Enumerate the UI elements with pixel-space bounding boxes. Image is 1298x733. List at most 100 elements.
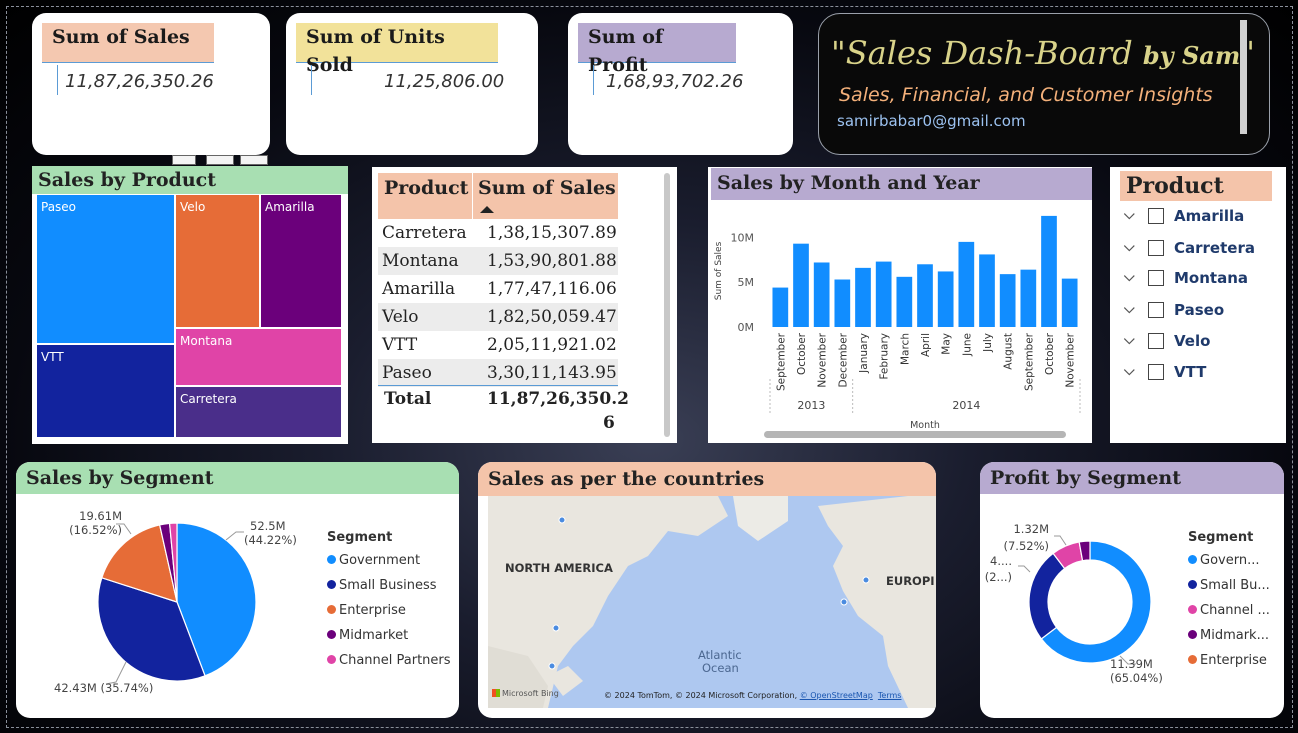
- sales-segment-pie[interactable]: 52.5M(44.22%) 42.43M (35.74%) 19.61M(16.52…: [16, 462, 459, 718]
- bar-9[interactable]: [958, 241, 975, 327]
- slice-0[interactable]: [176, 522, 257, 677]
- x-tick-label: August: [1003, 333, 1015, 370]
- month-bar-chart[interactable]: Sum of Sales 0M 5M 10M September October Novem…: [708, 167, 1092, 443]
- sales-by-month-visual[interactable]: Sales by Month and Year Sum of Sales 0M 5M…: [708, 167, 1092, 443]
- slice-4[interactable]: [168, 522, 178, 603]
- treemap-tile-montana[interactable]: Montana: [175, 328, 342, 386]
- legend-dot-icon: [1188, 655, 1197, 664]
- bar-0[interactable]: [772, 287, 789, 327]
- legend-item[interactable]: Small Bu...: [1188, 578, 1270, 593]
- product-slicer[interactable]: Product ⌵ Amarilla ⌵ Carretera ⌵ Montana ⌵ Pase…: [1110, 167, 1286, 443]
- slice-1[interactable]: [97, 577, 206, 682]
- checkbox[interactable]: [1148, 333, 1164, 349]
- table-header-product[interactable]: Product: [384, 177, 469, 199]
- more-options-icon[interactable]: [240, 155, 268, 165]
- bar-2[interactable]: [813, 262, 830, 327]
- kpi-card-units[interactable]: Sum of Units Sold 11,25,806.00: [286, 13, 538, 155]
- focus-mode-icon[interactable]: [206, 155, 234, 165]
- table-row[interactable]: Montana 1,53,90,801.88: [378, 247, 618, 275]
- chevron-down-icon[interactable]: ⌵: [1124, 207, 1135, 223]
- x-tick-label: July: [982, 333, 994, 353]
- table-row[interactable]: Velo 1,82,50,059.47: [378, 303, 618, 331]
- legend-dot-icon: [327, 630, 336, 639]
- legend-title: Segment: [327, 530, 393, 545]
- legend-item[interactable]: Govern...: [1188, 553, 1259, 568]
- legend-item[interactable]: Channel Partners: [327, 653, 451, 668]
- y-tick-label: 10M: [731, 231, 755, 244]
- legend-item[interactable]: Midmark...: [1188, 628, 1269, 643]
- bar-14[interactable]: [1061, 278, 1078, 327]
- chevron-down-icon[interactable]: ⌵: [1124, 239, 1135, 255]
- checkbox[interactable]: [1148, 270, 1164, 286]
- checkbox[interactable]: [1148, 240, 1164, 256]
- filter-icon[interactable]: [172, 155, 196, 165]
- sales-by-segment-visual[interactable]: Sales by Segment 52.5M (44.22%) 42.43M (35…: [16, 462, 459, 718]
- leader-line: [1054, 535, 1067, 546]
- bar-12[interactable]: [1020, 269, 1037, 327]
- bar-3[interactable]: [834, 279, 851, 327]
- kpi-card-profit[interactable]: Sum of Profit 1,68,93,702.26: [568, 13, 793, 155]
- table-row[interactable]: Amarilla 1,77,47,116.06: [378, 275, 618, 303]
- legend-item[interactable]: Enterprise: [327, 603, 406, 618]
- bar-8[interactable]: [937, 271, 954, 327]
- sales-map-visual[interactable]: Sales as per the countries NORTH AMERICA…: [478, 462, 936, 718]
- osm-link[interactable]: © OpenStreetMap: [799, 691, 873, 700]
- kpi-card-sales[interactable]: Sum of Sales 11,87,26,350.26: [32, 13, 270, 155]
- kpi-title: Sum of Sales: [42, 23, 214, 63]
- table-row[interactable]: Paseo 3,30,11,143.95: [378, 359, 618, 387]
- table-row[interactable]: Carretera 1,38,15,307.89: [378, 219, 618, 247]
- treemap-visual[interactable]: Sales by Product Paseo Velo Amarilla VTT…: [32, 166, 348, 444]
- profit-segment-donut[interactable]: 11.39M(65.04%) 4.... (2...) 1.32M (7.52%): [980, 462, 1284, 718]
- treemap-tile-amarilla[interactable]: Amarilla: [260, 194, 342, 328]
- slice-0[interactable]: [1040, 540, 1152, 664]
- x-tick-label: March: [899, 333, 911, 365]
- visual-header-icons[interactable]: [172, 155, 268, 167]
- table-row[interactable]: VTT 2,05,11,921.02: [378, 331, 618, 359]
- profit-by-segment-visual[interactable]: Profit by Segment 11.39M (65.04%) 4.... (2.…: [980, 462, 1284, 718]
- checkbox[interactable]: [1148, 208, 1164, 224]
- author-email[interactable]: samirbabar0@gmail.com: [837, 112, 1026, 130]
- legend-item[interactable]: Enterprise: [1188, 653, 1267, 668]
- treemap-tile-paseo[interactable]: Paseo: [36, 194, 175, 344]
- chart-scrollbar[interactable]: [764, 431, 1066, 438]
- bar-7[interactable]: [917, 264, 933, 327]
- slice-1[interactable]: [1028, 552, 1066, 640]
- chevron-down-icon[interactable]: ⌵: [1124, 301, 1135, 317]
- checkbox[interactable]: [1148, 302, 1164, 318]
- chevron-down-icon[interactable]: ⌵: [1124, 332, 1135, 348]
- bar-5[interactable]: [875, 261, 892, 327]
- x-tick-label: February: [879, 333, 891, 380]
- leader-line: [1018, 565, 1031, 573]
- map-canvas[interactable]: [488, 496, 936, 708]
- table-scrollbar[interactable]: [664, 173, 670, 437]
- chevron-down-icon[interactable]: ⌵: [1124, 269, 1135, 285]
- slice-3[interactable]: [1078, 540, 1091, 562]
- sort-desc-icon[interactable]: [480, 206, 494, 213]
- bar-1[interactable]: [793, 243, 809, 327]
- bar-13[interactable]: [1041, 215, 1057, 327]
- data-label: 52.5M: [250, 519, 286, 533]
- treemap-tile-vtt[interactable]: VTT: [36, 344, 175, 438]
- x-tick-label: November: [1065, 332, 1077, 387]
- chevron-down-icon[interactable]: ⌵: [1124, 363, 1135, 379]
- legend-item[interactable]: Channel ...: [1188, 603, 1270, 618]
- y-axis-label: Sum of Sales: [714, 241, 724, 300]
- legend-item[interactable]: Midmarket: [327, 628, 408, 643]
- x-tick-label: April: [920, 333, 932, 357]
- legend-item[interactable]: Small Business: [327, 578, 437, 593]
- slice-2[interactable]: [101, 524, 178, 603]
- legend-item[interactable]: Government: [327, 553, 420, 568]
- treemap-tile-velo[interactable]: Velo: [175, 194, 260, 328]
- table-header-sales[interactable]: Sum of Sales: [478, 177, 616, 199]
- sales-table-visual[interactable]: Product Sum of Sales Carretera 1,38,15,30…: [372, 167, 677, 443]
- bar-4[interactable]: [855, 267, 871, 327]
- header-divider: [472, 173, 473, 219]
- legend-title: Segment: [1188, 530, 1254, 545]
- checkbox[interactable]: [1148, 364, 1164, 380]
- bar-11[interactable]: [999, 274, 1016, 327]
- bar-6[interactable]: [896, 276, 913, 327]
- bar-10[interactable]: [979, 254, 995, 327]
- treemap-tile-carretera[interactable]: Carretera: [175, 386, 342, 438]
- data-label: (16.52%): [69, 523, 122, 537]
- terms-link[interactable]: Terms: [877, 691, 902, 700]
